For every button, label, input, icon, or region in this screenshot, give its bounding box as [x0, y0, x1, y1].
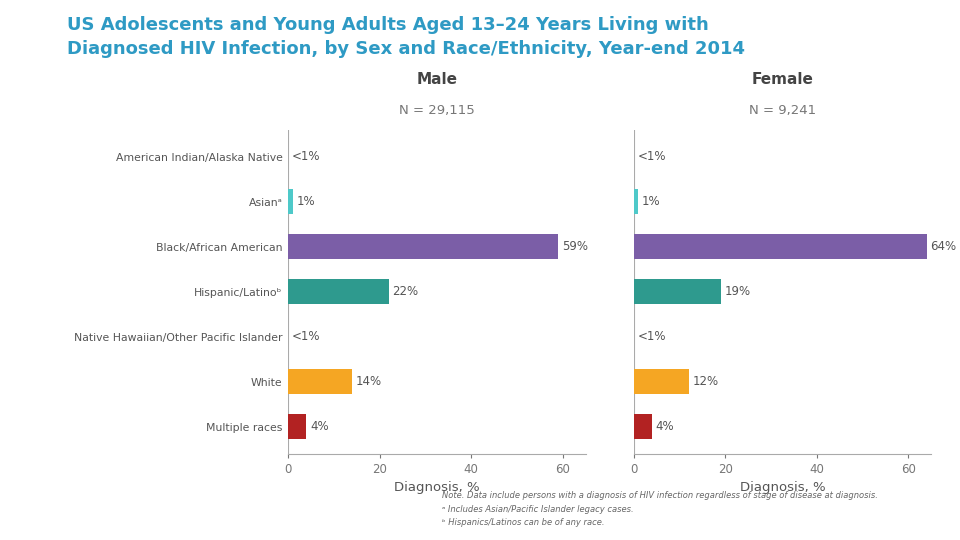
Text: 4%: 4%: [310, 420, 328, 433]
Text: <1%: <1%: [292, 150, 321, 163]
Text: Note. Data include persons with a diagnosis of HIV infection regardless of stage: Note. Data include persons with a diagno…: [442, 491, 877, 527]
X-axis label: Diagnosis, %: Diagnosis, %: [739, 481, 826, 494]
Text: <1%: <1%: [292, 330, 321, 343]
Text: Female: Female: [752, 72, 813, 87]
Bar: [288, 189, 293, 214]
Text: <1%: <1%: [637, 330, 666, 343]
Text: N = 29,115: N = 29,115: [399, 104, 474, 117]
Text: 19%: 19%: [724, 285, 751, 298]
Text: Male: Male: [417, 72, 457, 87]
Text: <1%: <1%: [637, 150, 666, 163]
Bar: [634, 234, 926, 259]
Text: 22%: 22%: [393, 285, 419, 298]
Bar: [288, 369, 352, 394]
Text: 59%: 59%: [562, 240, 588, 253]
Text: 14%: 14%: [356, 375, 382, 388]
Text: US Adolescents and Young Adults Aged 13–24 Years Living with
Diagnosed HIV Infec: US Adolescents and Young Adults Aged 13–…: [67, 16, 745, 58]
Text: 64%: 64%: [930, 240, 956, 253]
Bar: [634, 279, 721, 304]
Bar: [634, 369, 688, 394]
Bar: [634, 414, 652, 439]
Text: 1%: 1%: [642, 195, 660, 208]
Text: 1%: 1%: [297, 195, 315, 208]
X-axis label: Diagnosis, %: Diagnosis, %: [394, 481, 480, 494]
Bar: [288, 414, 306, 439]
Text: 4%: 4%: [656, 420, 674, 433]
Bar: [634, 189, 638, 214]
Bar: [288, 234, 558, 259]
Bar: [288, 279, 389, 304]
Text: N = 9,241: N = 9,241: [749, 104, 816, 117]
Text: 12%: 12%: [692, 375, 718, 388]
